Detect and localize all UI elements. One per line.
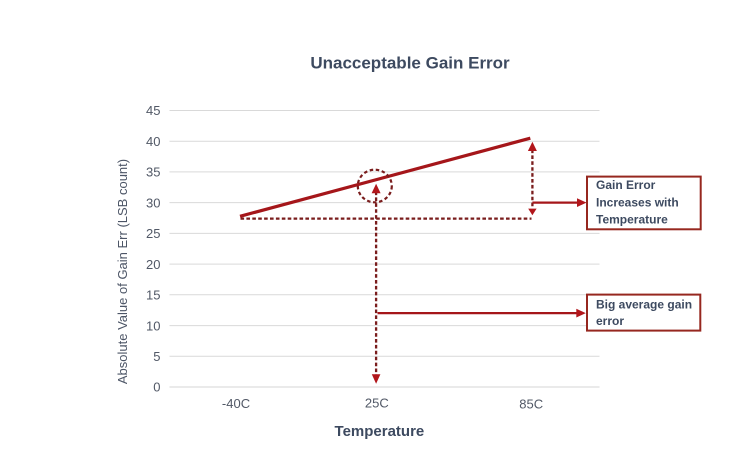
svg-text:20: 20 bbox=[146, 257, 160, 272]
svg-text:15: 15 bbox=[146, 288, 160, 303]
svg-text:45: 45 bbox=[146, 103, 160, 118]
svg-text:0: 0 bbox=[153, 380, 160, 395]
svg-text:5: 5 bbox=[153, 349, 160, 364]
svg-text:Temperature: Temperature bbox=[335, 423, 425, 440]
svg-text:35: 35 bbox=[146, 165, 160, 180]
svg-text:Unacceptable Gain Error: Unacceptable Gain Error bbox=[310, 53, 510, 72]
svg-text:-40C: -40C bbox=[222, 396, 250, 411]
svg-text:Absolute Value of Gain Err (LS: Absolute Value of Gain Err (LSB count) bbox=[115, 159, 130, 384]
svg-text:Increases with: Increases with bbox=[596, 195, 679, 209]
svg-text:40: 40 bbox=[146, 134, 160, 149]
svg-text:25C: 25C bbox=[365, 395, 389, 410]
svg-text:error: error bbox=[596, 314, 624, 328]
svg-text:25: 25 bbox=[146, 226, 160, 241]
svg-text:85C: 85C bbox=[519, 396, 543, 411]
svg-text:Gain Error: Gain Error bbox=[596, 178, 656, 192]
svg-text:Big average gain: Big average gain bbox=[596, 297, 692, 311]
svg-text:10: 10 bbox=[146, 318, 160, 333]
svg-text:30: 30 bbox=[146, 195, 160, 210]
svg-text:Temperature: Temperature bbox=[596, 213, 668, 227]
